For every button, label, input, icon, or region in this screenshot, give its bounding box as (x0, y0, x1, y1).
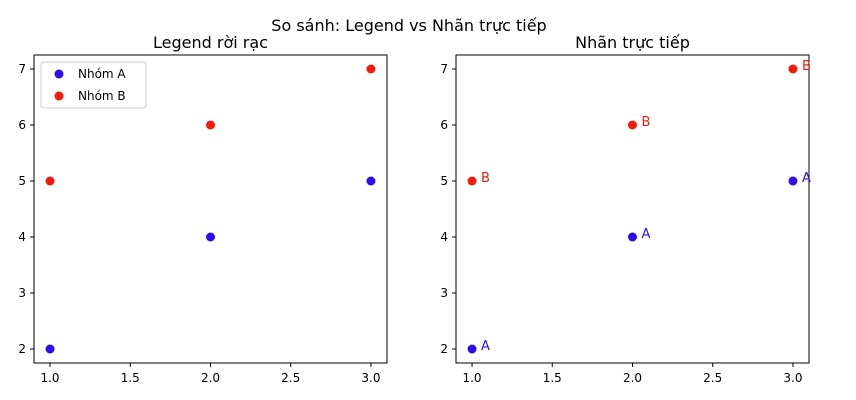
legend-marker-b (54, 91, 64, 101)
chart-title: Nhãn trực tiếp (575, 33, 690, 52)
x-tick-label: 3.0 (783, 371, 802, 385)
y-tick-label: 6 (18, 118, 26, 132)
right-chart-panel: Nhãn trực tiếp 1.0 1.5 2.0 2.5 3.0 2 3 4 5 6 7 A A A B B… (440, 33, 811, 385)
legend-marker-a (54, 69, 64, 79)
data-point-b (467, 176, 477, 186)
y-tick-label: 3 (18, 286, 26, 300)
data-point-a (206, 232, 215, 242)
point-label-a: A (802, 171, 811, 186)
figure-suptitle: So sánh: Legend vs Nhãn trực tiếp (271, 16, 546, 35)
left-chart-panel: Legend rời rạc 1.0 1.5 2.0 2.5 3.0 2 3 4 5 6 7 Nhóm … (18, 33, 388, 385)
data-point-a (788, 176, 798, 186)
x-tick-label: 2.0 (201, 371, 220, 385)
data-point-a (45, 344, 55, 354)
point-label-a: A (642, 227, 651, 242)
y-tick-label: 3 (440, 286, 448, 300)
x-tick-label: 1.5 (121, 371, 140, 385)
x-tick-label: 2.5 (281, 371, 300, 385)
y-tick-label: 7 (18, 62, 26, 76)
y-tick-label: 5 (18, 174, 26, 188)
x-tick-label: 1.0 (462, 371, 481, 385)
legend-box (40, 61, 147, 109)
data-point-a (366, 176, 376, 186)
data-point-b (788, 64, 798, 74)
legend-label-a: Nhóm A (78, 67, 126, 81)
y-tick-label: 2 (18, 342, 26, 356)
x-tick-label: 2.0 (623, 371, 642, 385)
point-label-b: B (802, 59, 811, 74)
data-point-b (628, 120, 637, 130)
legend: Nhóm A Nhóm B (40, 61, 147, 109)
y-tick-label: 4 (18, 230, 26, 244)
x-tick-label: 3.0 (361, 371, 380, 385)
point-label-a: A (481, 339, 490, 354)
data-point-a (628, 232, 637, 242)
chart-title: Legend rời rạc (153, 33, 268, 52)
y-tick-label: 4 (440, 230, 448, 244)
y-tick-label: 5 (440, 174, 448, 188)
y-tick-label: 2 (440, 342, 448, 356)
x-tick-label: 1.0 (40, 371, 59, 385)
y-tick-label: 6 (440, 118, 448, 132)
data-point-b (366, 64, 376, 74)
x-tick-label: 2.5 (703, 371, 722, 385)
data-point-b (206, 120, 215, 130)
point-label-b: B (481, 171, 490, 186)
data-point-b (45, 176, 55, 186)
point-label-b: B (642, 115, 651, 130)
data-point-a (467, 344, 477, 354)
legend-label-b: Nhóm B (78, 89, 126, 103)
x-tick-label: 1.5 (543, 371, 562, 385)
y-tick-label: 7 (440, 62, 448, 76)
